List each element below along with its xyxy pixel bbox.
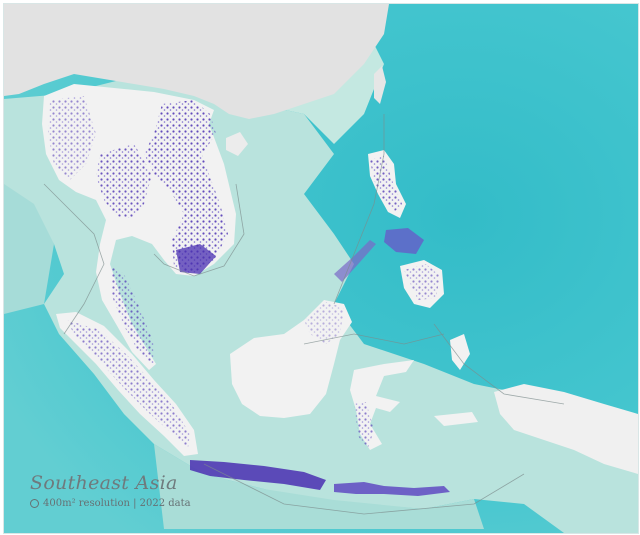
maritime-boundaries (43, 114, 565, 515)
map-subtitle-text: 400m² resolution | 2022 data (43, 498, 191, 509)
shelf-west (4, 184, 54, 314)
sulawesi-population (354, 402, 374, 448)
hainan (226, 132, 248, 156)
sumatra-population (66, 320, 190, 448)
indochina-population (144, 100, 228, 274)
new-guinea (494, 384, 638, 474)
china-landmass (4, 4, 389, 119)
visayas (384, 228, 424, 254)
seram (434, 412, 478, 426)
map-canvas[interactable] (4, 4, 638, 533)
luzon-population (370, 156, 402, 212)
java (190, 460, 326, 490)
mindanao-population (404, 264, 440, 300)
shelf-south (154, 444, 484, 529)
map-subtitle: 400m² resolution | 2022 data (30, 498, 191, 509)
map-title: Southeast Asia (30, 472, 178, 494)
palawan (334, 240, 376, 282)
borneo-population (304, 302, 344, 344)
lesser-sunda-islands (334, 482, 450, 496)
thailand-population (96, 144, 152, 218)
myanmar-population (48, 96, 96, 180)
mekong-delta-population (176, 244, 216, 274)
map-frame[interactable]: Southeast Asia 400m² resolution | 2022 d… (3, 3, 639, 534)
taiwan (374, 66, 386, 104)
halmahera (450, 334, 470, 370)
resolution-circle-icon (30, 499, 39, 508)
malay-peninsula-population (112, 266, 154, 366)
